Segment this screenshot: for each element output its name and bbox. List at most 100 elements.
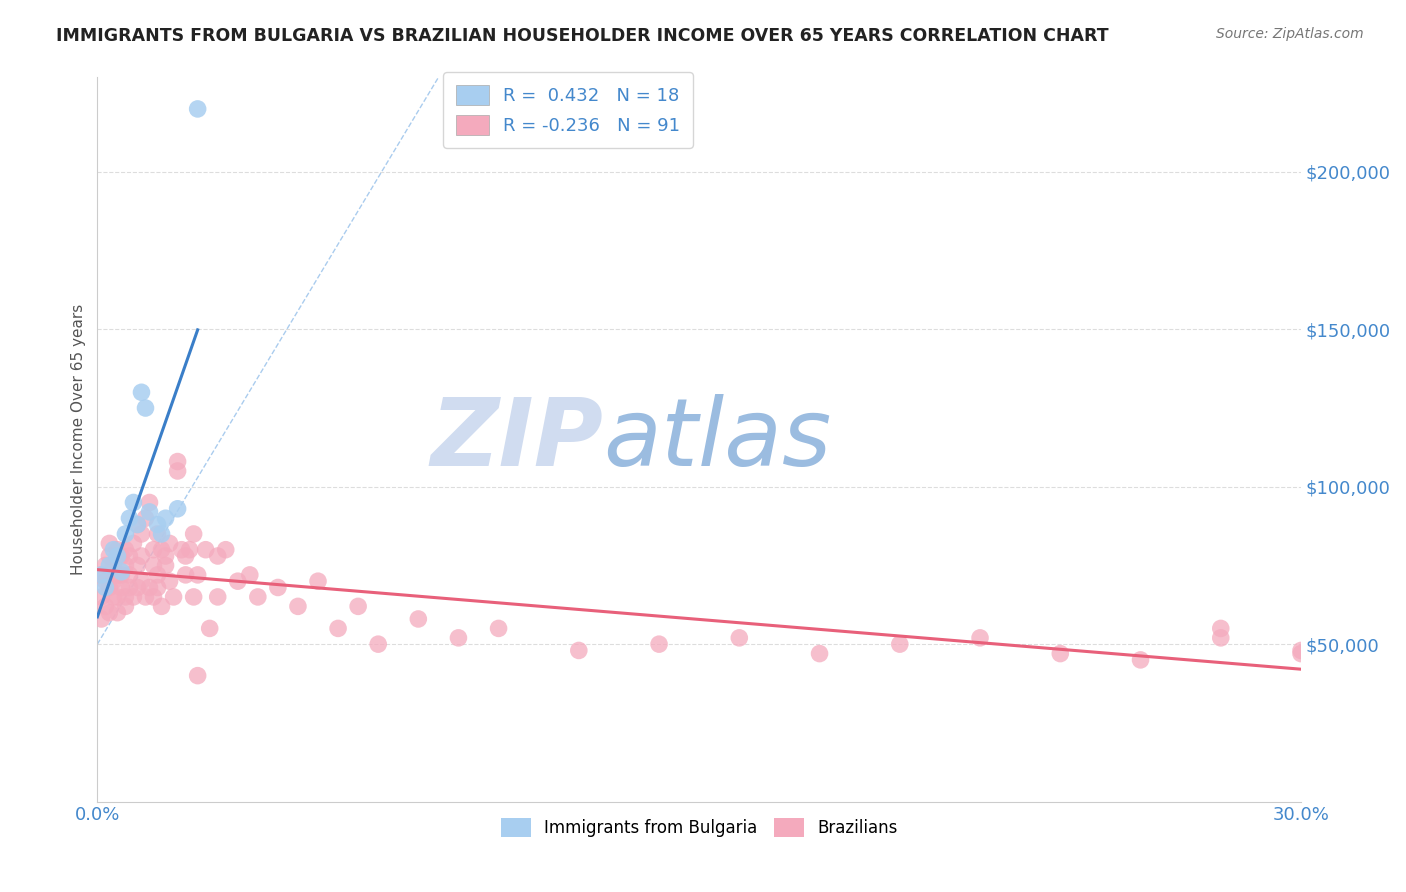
Point <box>226 574 249 589</box>
Point <box>969 631 991 645</box>
Text: Source: ZipAtlas.com: Source: ZipAtlas.com <box>1216 27 1364 41</box>
Point <box>1209 631 1232 645</box>
Point <box>488 621 510 635</box>
Point <box>183 590 205 604</box>
Point <box>568 643 591 657</box>
Point <box>142 590 165 604</box>
Point <box>187 567 209 582</box>
Point <box>131 527 153 541</box>
Point <box>1129 653 1152 667</box>
Point <box>367 637 389 651</box>
Point <box>728 631 751 645</box>
Point <box>1209 621 1232 635</box>
Point <box>131 574 153 589</box>
Point <box>889 637 911 651</box>
Point <box>98 581 121 595</box>
Point <box>159 574 181 589</box>
Point <box>1289 647 1312 661</box>
Point <box>138 495 160 509</box>
Point <box>267 581 290 595</box>
Point <box>170 542 193 557</box>
Point <box>808 647 831 661</box>
Point <box>127 581 149 595</box>
Point <box>94 581 117 595</box>
Point <box>1049 647 1071 661</box>
Point <box>114 527 136 541</box>
Point <box>110 581 132 595</box>
Point <box>114 590 136 604</box>
Point <box>90 567 112 582</box>
Text: atlas: atlas <box>603 394 831 485</box>
Point <box>107 542 129 557</box>
Point <box>103 558 125 573</box>
Point <box>246 590 269 604</box>
Point <box>118 581 141 595</box>
Point <box>150 599 173 614</box>
Point <box>142 558 165 573</box>
Point <box>146 517 169 532</box>
Point <box>183 527 205 541</box>
Point <box>307 574 329 589</box>
Point <box>107 549 129 563</box>
Point <box>155 549 177 563</box>
Point <box>347 599 370 614</box>
Point <box>174 567 197 582</box>
Point <box>174 549 197 563</box>
Point <box>131 385 153 400</box>
Point <box>103 574 125 589</box>
Point <box>187 668 209 682</box>
Point <box>118 511 141 525</box>
Point <box>1289 643 1312 657</box>
Point <box>648 637 671 651</box>
Point <box>127 517 149 532</box>
Point <box>94 558 117 573</box>
Point <box>179 542 201 557</box>
Point <box>187 102 209 116</box>
Y-axis label: Householder Income Over 65 years: Householder Income Over 65 years <box>72 304 86 575</box>
Point <box>110 565 132 579</box>
Point <box>122 536 145 550</box>
Point <box>150 527 173 541</box>
Point <box>118 567 141 582</box>
Point <box>215 542 238 557</box>
Point <box>207 549 229 563</box>
Point <box>146 567 169 582</box>
Point <box>122 590 145 604</box>
Point <box>166 464 188 478</box>
Point <box>103 542 125 557</box>
Point <box>326 621 349 635</box>
Point <box>166 454 188 468</box>
Point <box>114 558 136 573</box>
Point <box>110 549 132 563</box>
Point <box>107 567 129 582</box>
Point <box>94 574 117 589</box>
Point <box>98 606 121 620</box>
Point <box>127 517 149 532</box>
Point <box>134 511 156 525</box>
Point <box>90 567 112 582</box>
Legend: Immigrants from Bulgaria, Brazilians: Immigrants from Bulgaria, Brazilians <box>494 812 904 844</box>
Point <box>114 599 136 614</box>
Point <box>98 549 121 563</box>
Point <box>198 621 221 635</box>
Point <box>287 599 309 614</box>
Point <box>146 581 169 595</box>
Point <box>90 612 112 626</box>
Point <box>107 590 129 604</box>
Point <box>138 581 160 595</box>
Point <box>107 606 129 620</box>
Text: IMMIGRANTS FROM BULGARIA VS BRAZILIAN HOUSEHOLDER INCOME OVER 65 YEARS CORRELATI: IMMIGRANTS FROM BULGARIA VS BRAZILIAN HO… <box>56 27 1109 45</box>
Point <box>159 536 181 550</box>
Point <box>98 558 121 573</box>
Point <box>118 549 141 563</box>
Point <box>134 590 156 604</box>
Point <box>142 542 165 557</box>
Point <box>150 542 173 557</box>
Point <box>408 612 430 626</box>
Point <box>131 549 153 563</box>
Point <box>146 527 169 541</box>
Point <box>194 542 217 557</box>
Point <box>155 511 177 525</box>
Point <box>98 536 121 550</box>
Point <box>166 501 188 516</box>
